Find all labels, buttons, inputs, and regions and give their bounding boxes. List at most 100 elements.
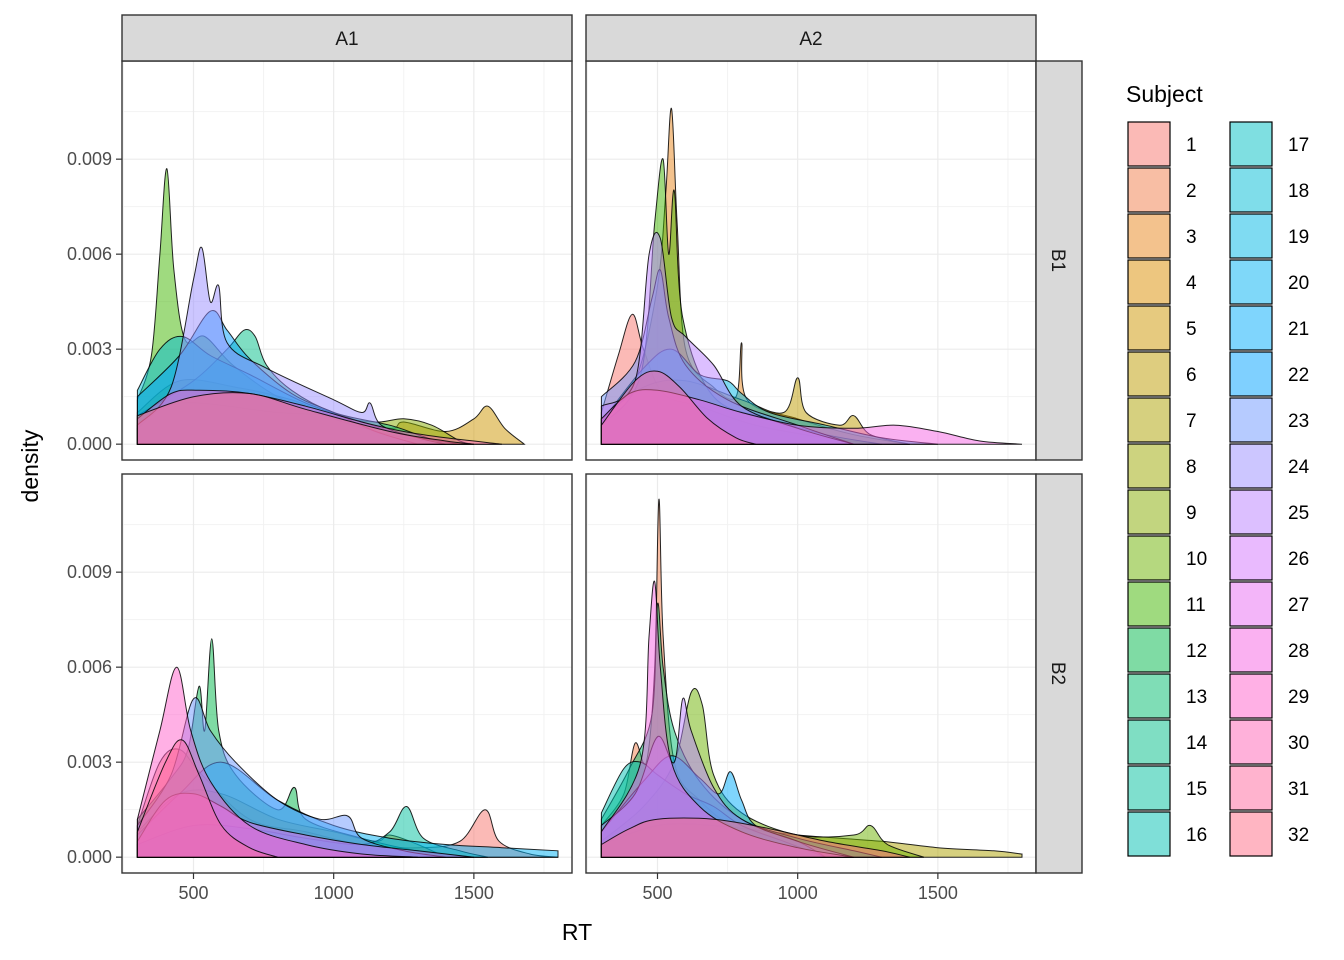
legend-swatch [1127, 121, 1171, 167]
legend-label: 25 [1288, 503, 1309, 524]
legend-label: 4 [1186, 273, 1197, 294]
legend-label: 16 [1186, 825, 1207, 846]
legend-key-7: 7 [1127, 397, 1197, 443]
legend-key-24: 24 [1229, 443, 1310, 489]
legend-swatch [1229, 535, 1273, 581]
legend-swatch [1229, 167, 1273, 213]
legend-swatch [1229, 305, 1273, 351]
y-tick-label: 0.003 [67, 752, 112, 772]
row-strip-label: B2 [1047, 662, 1068, 685]
x-tick-label: 1500 [918, 883, 958, 903]
legend-swatch [1229, 213, 1273, 259]
legend-swatch [1127, 581, 1171, 627]
y-tick-label: 0.003 [67, 339, 112, 359]
x-tick-label: 1000 [314, 883, 354, 903]
legend-key-21: 21 [1229, 305, 1309, 351]
legend-label: 5 [1186, 319, 1197, 340]
legend-label: 30 [1288, 733, 1309, 754]
density-subject-31 [136, 739, 278, 858]
legend-swatch [1229, 811, 1273, 857]
panel-A2-B2 [600, 498, 1023, 858]
legend-swatch [1229, 581, 1273, 627]
legend-key-29: 29 [1229, 673, 1309, 719]
y-tick-label: 0.000 [67, 847, 112, 867]
legend-swatch [1229, 397, 1273, 443]
legend-label: 29 [1288, 687, 1309, 708]
legend-label: 17 [1288, 135, 1309, 156]
legend-key-15: 15 [1127, 765, 1207, 811]
legend-swatch [1127, 167, 1171, 213]
legend-key-17: 17 [1229, 121, 1309, 167]
legend-swatch [1127, 259, 1171, 305]
legend-label: 13 [1186, 687, 1207, 708]
y-axis-title: density [17, 429, 43, 502]
legend-key-2: 2 [1127, 167, 1197, 213]
legend-key-30: 30 [1229, 719, 1309, 765]
legend-key-11: 11 [1127, 581, 1206, 627]
legend-label: 11 [1186, 595, 1206, 616]
column-strip [585, 14, 1037, 62]
legend-label: 21 [1288, 319, 1309, 340]
column-strip [121, 14, 573, 62]
legend-key-6: 6 [1127, 351, 1197, 397]
y-tick-label: 0.006 [67, 244, 112, 264]
legend-label: 18 [1288, 181, 1309, 202]
y-tick-label: 0.000 [67, 434, 112, 454]
panel-A2-B1 [600, 107, 1023, 445]
legend-key-18: 18 [1229, 167, 1309, 213]
row-strip [1035, 473, 1083, 874]
column-strip-label: A1 [335, 29, 358, 50]
legend-key-22: 22 [1229, 351, 1309, 397]
legend-key-28: 28 [1229, 627, 1309, 673]
legend-key-1: 1 [1127, 121, 1197, 167]
legend-label: 1 [1186, 135, 1197, 156]
panel-A1-B2 [136, 638, 559, 858]
legend-key-20: 20 [1229, 259, 1309, 305]
legend-swatch [1127, 443, 1171, 489]
legend-key-4: 4 [1127, 259, 1197, 305]
legend-label: 23 [1288, 411, 1309, 432]
legend-key-5: 5 [1127, 305, 1197, 351]
legend-key-23: 23 [1229, 397, 1309, 443]
legend-label: 10 [1186, 549, 1207, 570]
legend-key-10: 10 [1127, 535, 1207, 581]
legend-swatch [1127, 627, 1171, 673]
density-subject-32 [600, 817, 910, 858]
legend-label: 26 [1288, 549, 1309, 570]
legend-label: 2 [1186, 181, 1197, 202]
legend-key-9: 9 [1127, 489, 1197, 535]
legend-swatch [1229, 351, 1273, 397]
legend-label: 15 [1186, 779, 1207, 800]
row-strip [1035, 60, 1083, 461]
legend-key-12: 12 [1127, 627, 1207, 673]
legend-key-14: 14 [1127, 719, 1208, 765]
column-strip-label: A2 [799, 29, 822, 50]
legend-label: 24 [1288, 457, 1310, 478]
x-tick-label: 500 [178, 883, 208, 903]
legend-key-19: 19 [1229, 213, 1309, 259]
x-tick-label: 500 [642, 883, 672, 903]
legend-title: Subject [1126, 81, 1203, 107]
density-subject-32 [136, 392, 474, 445]
legend-label: 19 [1288, 227, 1309, 248]
legend-swatch [1229, 719, 1273, 765]
legend-swatch [1229, 443, 1273, 489]
x-axis-title: RT [562, 919, 592, 945]
legend-label: 28 [1288, 641, 1309, 662]
y-tick-label: 0.009 [67, 562, 112, 582]
legend-label: 7 [1186, 411, 1197, 432]
y-tick-label: 0.009 [67, 149, 112, 169]
legend-label: 27 [1288, 595, 1309, 616]
legend-key-27: 27 [1229, 581, 1309, 627]
density-subject-31 [600, 370, 756, 445]
legend-swatch [1229, 121, 1273, 167]
x-tick-label: 1000 [778, 883, 818, 903]
legend-label: 31 [1288, 779, 1309, 800]
legend-swatch [1229, 627, 1273, 673]
legend-swatch [1229, 673, 1273, 719]
legend-label: 9 [1186, 503, 1197, 524]
legend-key-3: 3 [1127, 213, 1197, 259]
legend-label: 12 [1186, 641, 1207, 662]
legend-key-32: 32 [1229, 811, 1309, 857]
